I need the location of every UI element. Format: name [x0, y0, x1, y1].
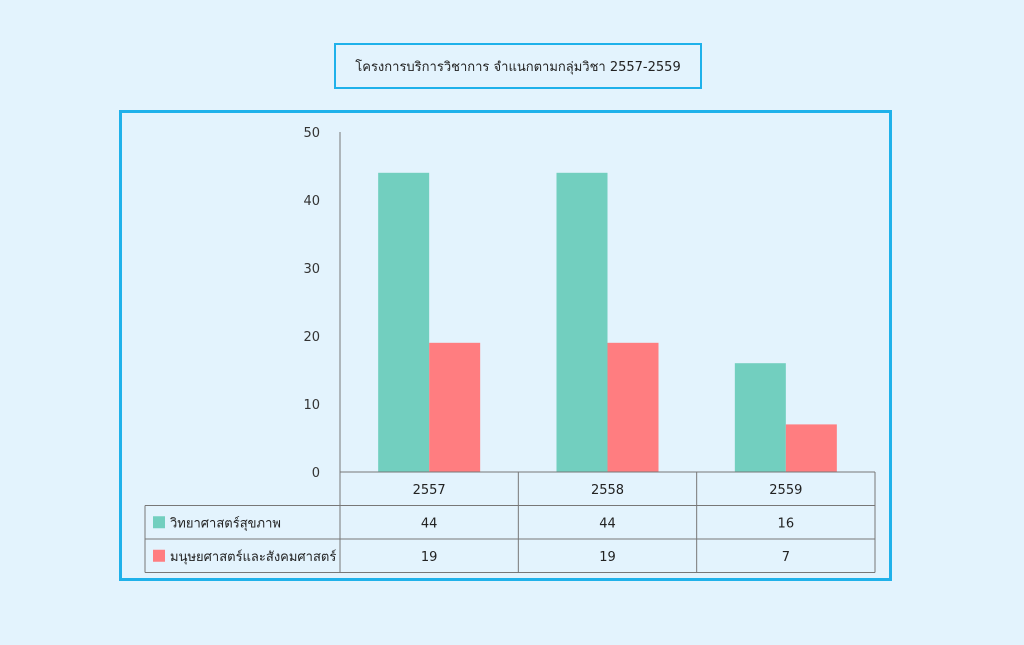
y-tick-label: 40	[303, 194, 320, 209]
data-table-value: 7	[782, 550, 790, 565]
y-tick-label: 20	[303, 330, 320, 345]
chart-title: โครงการบริการวิชาการ จำแนกตามกลุ่มวิชา 2…	[334, 43, 702, 89]
bar	[378, 172, 430, 473]
y-tick-label: 10	[303, 398, 320, 413]
data-table-value: 19	[599, 550, 616, 565]
legend-label: มนุษยศาสตร์และสังคมศาสตร์	[170, 549, 336, 565]
data-table-value: 19	[421, 550, 438, 565]
data-table-value: 44	[599, 516, 616, 531]
bar	[734, 363, 786, 472]
bar	[785, 424, 837, 472]
data-table-value: 44	[421, 516, 438, 531]
y-tick-label: 30	[303, 262, 320, 277]
legend-label: วิทยาศาสตร์สุขภาพ	[169, 515, 281, 531]
chart-frame	[119, 110, 892, 581]
y-tick-label: 50	[303, 126, 320, 141]
x-tick-label: 2558	[591, 483, 624, 498]
legend-swatch	[153, 516, 165, 529]
data-table-value: 16	[778, 516, 795, 531]
x-tick-label: 2559	[769, 483, 802, 498]
x-tick-label: 2557	[413, 483, 446, 498]
legend-swatch	[153, 549, 165, 562]
bar	[607, 342, 659, 472]
bar	[556, 172, 608, 473]
y-tick-label: 0	[312, 466, 320, 481]
bar	[429, 342, 481, 472]
